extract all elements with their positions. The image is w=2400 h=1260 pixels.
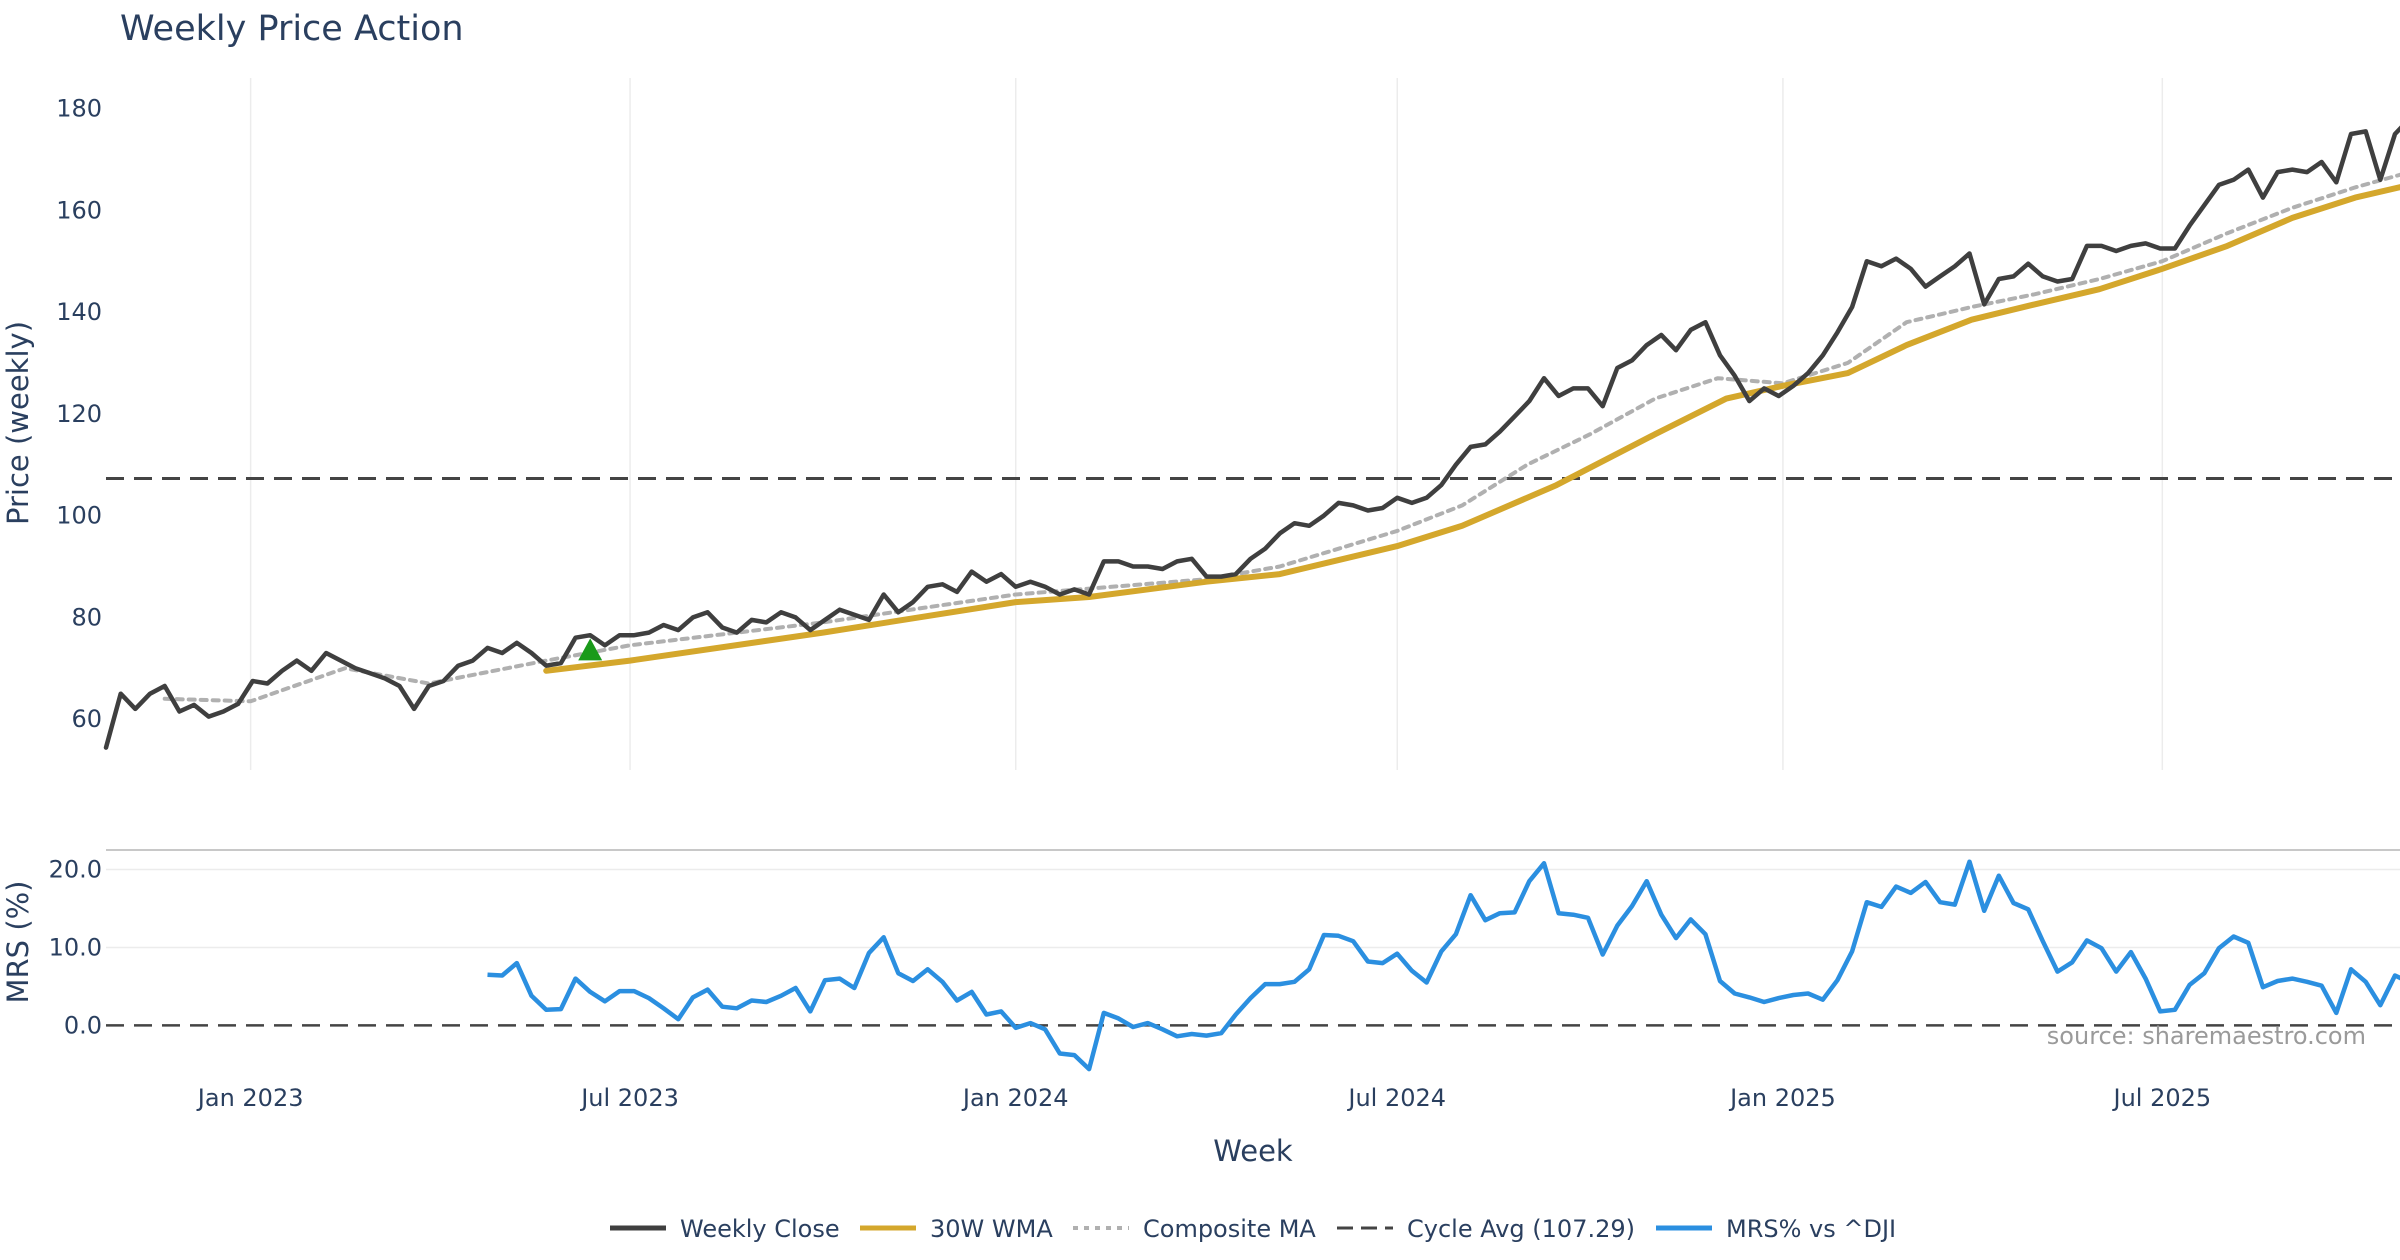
chart-title: Weekly Price Action [120, 9, 464, 49]
mrs-series [487, 859, 2400, 1072]
legend-item-label: 30W WMA [930, 1215, 1053, 1243]
x-tick-label: Jul 2023 [579, 1084, 679, 1112]
x-axis: Jan 2023 Jul 2023 Jan 2024 Jul 2024 Jan 2025… [196, 1084, 2211, 1112]
x-tick-label: Jul 2025 [2111, 1084, 2211, 1112]
mrs-y-tick-label: 0.0 [64, 1011, 102, 1039]
grid [106, 78, 2400, 1027]
price-series [103, 125, 2400, 750]
price-y-tick-label: 60 [71, 705, 102, 733]
price-y-tick-label: 100 [56, 502, 102, 530]
mrs-y-tick-label: 10.0 [49, 933, 102, 961]
30w-wma-line [543, 184, 2400, 674]
signal-markers [578, 638, 603, 661]
price-y-axis: 60 80 100 120 140 160 180 [56, 95, 102, 734]
x-tick-label: Jul 2024 [1346, 1084, 1446, 1112]
mrs-y-axis: 0.0 10.0 20.0 [49, 855, 102, 1039]
x-tick-label: Jan 2025 [1728, 1084, 1836, 1112]
price-y-tick-label: 180 [56, 95, 102, 123]
price-y-tick-label: 140 [56, 298, 102, 326]
mrs-y-axis-label: MRS (%) [1, 881, 35, 1004]
price-y-tick-label: 160 [56, 196, 102, 224]
mrs-line [487, 859, 2400, 1072]
legend-item-label: MRS% vs ^DJI [1726, 1215, 1896, 1243]
composite-ma-line [162, 172, 2400, 704]
legend-item-label: Cycle Avg (107.29) [1407, 1215, 1635, 1243]
x-axis-label: Week [1213, 1134, 1293, 1168]
x-tick-label: Jan 2023 [196, 1084, 304, 1112]
source-annotation: source: sharemaestro.com [2047, 1022, 2366, 1050]
legend: Weekly Close 30W WMA Composite MA Cycle Avg… [610, 1215, 1896, 1243]
legend-item-label: Weekly Close [680, 1215, 840, 1243]
price-y-axis-label: Price (weekly) [1, 321, 35, 525]
mrs-y-tick-label: 20.0 [49, 855, 102, 883]
price-y-tick-label: 120 [56, 400, 102, 428]
x-tick-label: Jan 2024 [961, 1084, 1069, 1112]
buy-signal-marker [578, 638, 603, 661]
weekly-close-line [103, 125, 2400, 750]
price-y-tick-label: 80 [71, 603, 102, 631]
legend-item-label: Composite MA [1143, 1215, 1316, 1243]
